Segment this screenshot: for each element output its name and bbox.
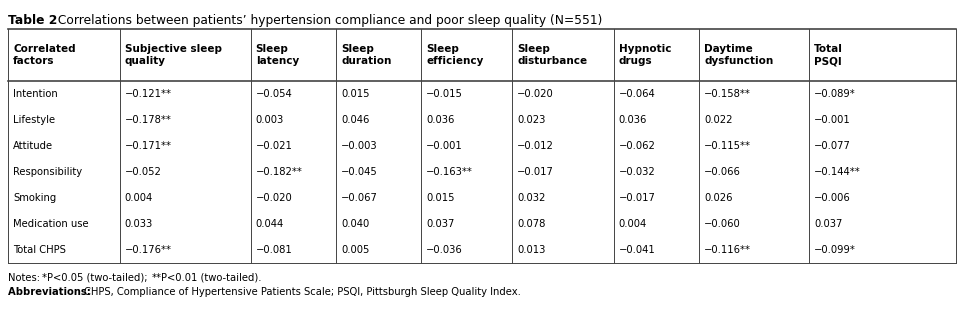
Text: 0.013: 0.013 xyxy=(518,245,546,255)
Text: −0.020: −0.020 xyxy=(255,193,292,203)
Text: 0.004: 0.004 xyxy=(125,193,153,203)
Text: **: ** xyxy=(152,273,162,283)
Text: Abbreviations:: Abbreviations: xyxy=(8,287,94,297)
Text: −0.015: −0.015 xyxy=(426,89,464,99)
Text: −0.041: −0.041 xyxy=(619,245,656,255)
Text: 0.036: 0.036 xyxy=(426,115,455,125)
Text: 0.003: 0.003 xyxy=(255,115,284,125)
Text: Attitude: Attitude xyxy=(13,141,53,151)
Text: −0.060: −0.060 xyxy=(704,219,741,229)
Text: −0.077: −0.077 xyxy=(814,141,851,151)
Text: 0.044: 0.044 xyxy=(255,219,284,229)
Text: 0.004: 0.004 xyxy=(619,219,647,229)
Text: Total
PSQI: Total PSQI xyxy=(814,43,843,66)
Text: Total CHPS: Total CHPS xyxy=(13,245,66,255)
Text: −0.017: −0.017 xyxy=(619,193,656,203)
Text: −0.001: −0.001 xyxy=(426,141,463,151)
Text: Daytime
dysfunction: Daytime dysfunction xyxy=(704,43,773,66)
Text: −0.115**: −0.115** xyxy=(704,141,751,151)
Text: 0.036: 0.036 xyxy=(619,115,647,125)
Text: Responsibility: Responsibility xyxy=(13,167,82,177)
Text: −0.066: −0.066 xyxy=(704,167,741,177)
Text: Notes:: Notes: xyxy=(8,273,43,283)
Text: 0.032: 0.032 xyxy=(518,193,546,203)
Text: −0.176**: −0.176** xyxy=(125,245,172,255)
Text: −0.178**: −0.178** xyxy=(125,115,172,125)
Text: −0.020: −0.020 xyxy=(518,89,554,99)
Text: −0.163**: −0.163** xyxy=(426,167,473,177)
Text: Correlations between patients’ hypertension compliance and poor sleep quality (N: Correlations between patients’ hypertens… xyxy=(54,14,602,27)
Text: Table 2: Table 2 xyxy=(8,14,58,27)
Text: P<0.05 (two-tailed);: P<0.05 (two-tailed); xyxy=(47,273,150,283)
Text: −0.067: −0.067 xyxy=(341,193,378,203)
Text: 0.046: 0.046 xyxy=(341,115,369,125)
Text: 0.015: 0.015 xyxy=(426,193,455,203)
Text: −0.171**: −0.171** xyxy=(125,141,172,151)
Text: 0.078: 0.078 xyxy=(518,219,546,229)
Text: −0.089*: −0.089* xyxy=(814,89,856,99)
Text: 0.022: 0.022 xyxy=(704,115,733,125)
Text: 0.040: 0.040 xyxy=(341,219,369,229)
Text: 0.005: 0.005 xyxy=(341,245,369,255)
Text: −0.158**: −0.158** xyxy=(704,89,751,99)
Text: 0.037: 0.037 xyxy=(814,219,843,229)
Text: −0.081: −0.081 xyxy=(255,245,292,255)
Text: −0.116**: −0.116** xyxy=(704,245,751,255)
Text: Subjective sleep
quality: Subjective sleep quality xyxy=(125,43,222,66)
Text: −0.021: −0.021 xyxy=(255,141,292,151)
Text: Hypnotic
drugs: Hypnotic drugs xyxy=(619,43,671,66)
Text: −0.036: −0.036 xyxy=(426,245,463,255)
Text: 0.015: 0.015 xyxy=(341,89,369,99)
Text: Intention: Intention xyxy=(13,89,58,99)
Text: −0.001: −0.001 xyxy=(814,115,851,125)
Text: −0.062: −0.062 xyxy=(619,141,656,151)
Text: −0.121**: −0.121** xyxy=(125,89,172,99)
Text: 0.023: 0.023 xyxy=(518,115,546,125)
Text: −0.064: −0.064 xyxy=(619,89,656,99)
Text: −0.052: −0.052 xyxy=(125,167,162,177)
Text: −0.017: −0.017 xyxy=(518,167,554,177)
Text: −0.144**: −0.144** xyxy=(814,167,861,177)
Text: −0.182**: −0.182** xyxy=(255,167,303,177)
Text: −0.006: −0.006 xyxy=(814,193,851,203)
Text: *: * xyxy=(42,273,47,283)
Text: −0.012: −0.012 xyxy=(518,141,554,151)
Text: 0.037: 0.037 xyxy=(426,219,455,229)
Text: 0.026: 0.026 xyxy=(704,193,733,203)
Text: Smoking: Smoking xyxy=(13,193,56,203)
Text: −0.032: −0.032 xyxy=(619,167,656,177)
Text: −0.045: −0.045 xyxy=(341,167,378,177)
Text: Correlated
factors: Correlated factors xyxy=(13,43,75,66)
Text: Sleep
latency: Sleep latency xyxy=(255,43,299,66)
Text: −0.054: −0.054 xyxy=(255,89,292,99)
Text: Sleep
disturbance: Sleep disturbance xyxy=(518,43,587,66)
Text: Sleep
efficiency: Sleep efficiency xyxy=(426,43,484,66)
Text: 0.033: 0.033 xyxy=(125,219,153,229)
Text: P<0.01 (two-tailed).: P<0.01 (two-tailed). xyxy=(161,273,261,283)
Text: Medication use: Medication use xyxy=(13,219,89,229)
Text: −0.003: −0.003 xyxy=(341,141,378,151)
Text: Sleep
duration: Sleep duration xyxy=(341,43,391,66)
Text: Lifestyle: Lifestyle xyxy=(13,115,55,125)
Text: −0.099*: −0.099* xyxy=(814,245,856,255)
Text: CHPS, Compliance of Hypertensive Patients Scale; PSQI, Pittsburgh Sleep Quality : CHPS, Compliance of Hypertensive Patient… xyxy=(84,287,521,297)
